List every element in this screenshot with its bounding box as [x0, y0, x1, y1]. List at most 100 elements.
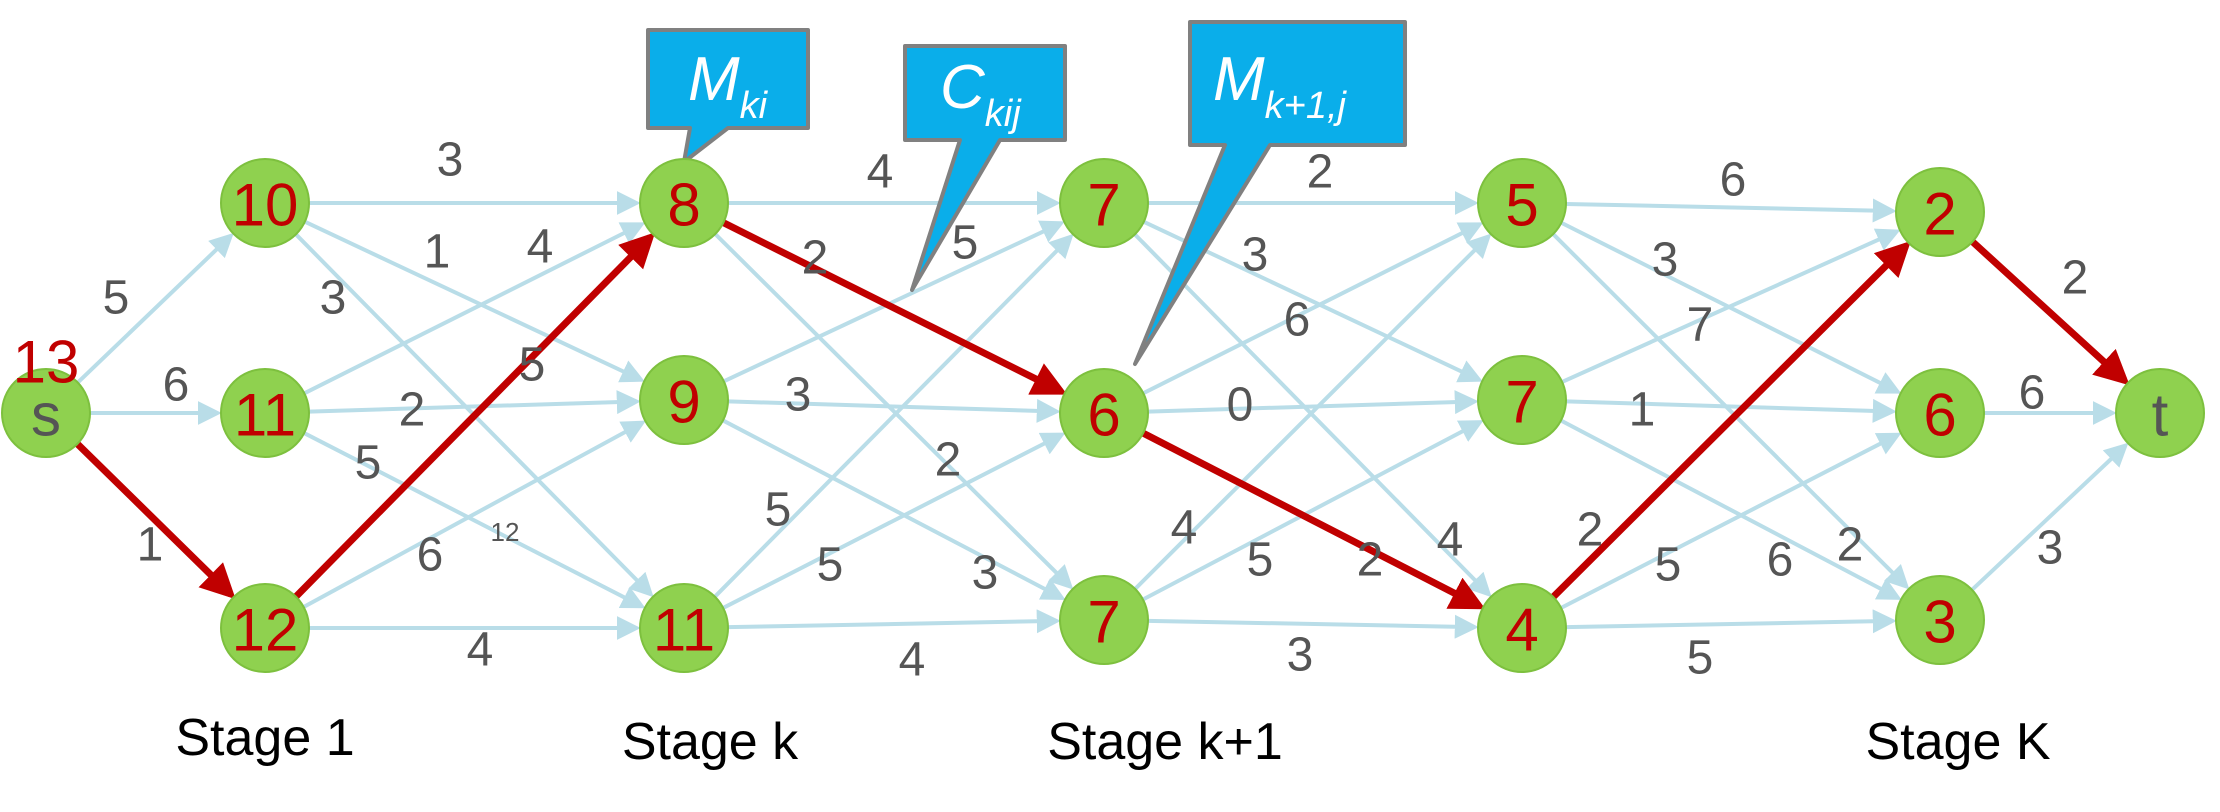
node-b1: 8 [639, 158, 729, 248]
edge-weight-b3-c2: 5 [817, 539, 844, 592]
edge-b3-c1 [713, 233, 1074, 599]
edge-s-a1 [76, 232, 234, 384]
edge-weight-s-a3: 1 [137, 519, 164, 572]
node-label: 7 [1087, 172, 1120, 239]
callout-subscript: k+1,j [1265, 85, 1348, 127]
node-label: 7 [1505, 369, 1538, 436]
node-circle [1477, 583, 1567, 673]
edge-c3-d1 [1133, 233, 1492, 591]
callout-main-symbol: M [688, 45, 740, 114]
callout-layer: Mki Ckij Mk+1,j [646, 20, 1407, 366]
node-e1: 2 [1895, 167, 1985, 257]
node-d3: 4 [1477, 583, 1567, 673]
edge-weight-c2-d1: 6 [1284, 294, 1311, 347]
edge-weight-d3-e3: 5 [1687, 632, 1714, 685]
node-b3: 11 [639, 583, 729, 673]
node-label: 6 [1087, 382, 1120, 449]
node-circle [220, 368, 310, 458]
edge-weight-d2-e2: 1 [1629, 384, 1656, 437]
node-circle [1059, 368, 1149, 458]
node-label: 11 [234, 382, 296, 449]
node-d1: 5 [1477, 158, 1567, 248]
extra-weight-label: 12 [491, 517, 520, 547]
callout-main-symbol: M [1213, 45, 1265, 114]
node-a3: 12 [220, 583, 310, 673]
node-label: 11 [653, 597, 715, 664]
edge-b3-c2 [722, 432, 1066, 610]
edge-weight-s-a1: 5 [103, 272, 130, 325]
edge-weight-c3-d1: 4 [1171, 502, 1198, 555]
node-a2: 11 [220, 368, 310, 458]
node-label: 10 [232, 172, 299, 239]
edge-b1-c2 [721, 219, 1068, 395]
edge-b3-c3 [727, 609, 1061, 634]
node-circle [639, 158, 729, 248]
node-circle [1895, 368, 1985, 458]
edge-weight-d3-e1: 2 [1577, 504, 1604, 557]
edge-weight-a3-b3: 4 [467, 624, 494, 677]
edge-a2-b3 [303, 431, 646, 609]
callout-label: Mk+1,j [1213, 45, 1348, 127]
edge-weight-b2-c1: 5 [952, 217, 979, 270]
node-circle [639, 355, 729, 445]
node-c1: 7 [1059, 158, 1149, 248]
edge-weight-a1-b2: 1 [424, 226, 451, 279]
edge-weight-e1-t: 2 [2062, 252, 2089, 305]
callout-bubble [903, 44, 1067, 292]
node-label: t [2152, 382, 2169, 449]
node-circle [2115, 368, 2205, 458]
node-circle [639, 583, 729, 673]
callout-main-symbol: C [940, 53, 986, 122]
edge-d2-e2 [1565, 398, 1897, 423]
node-label: 6 [1923, 382, 1956, 449]
node-label: 3 [1923, 589, 1956, 656]
edge-d2-e3 [1560, 418, 1902, 600]
edge-weight-c1-d2: 3 [1242, 229, 1269, 282]
edge-weight-d2-e1: 7 [1687, 299, 1714, 352]
edges-layer [76, 191, 2129, 640]
edge-weight-a1-b3: 3 [320, 272, 347, 325]
stage-labels-layer: Stage 1 Stage k Stage k+1 Stage K [175, 709, 2050, 771]
edge-b2-c3 [722, 418, 1066, 600]
node-label: 2 [1923, 181, 1956, 248]
edge-weight-d1-e2: 3 [1652, 234, 1679, 287]
edge-a2-b1 [303, 222, 646, 396]
edge-weight-a3-b1: 5 [519, 339, 546, 392]
edge-e3-t [1970, 442, 2129, 592]
node-label: s [31, 382, 61, 449]
edge-weight-c2-d3: 2 [1357, 534, 1384, 587]
stage-label-1: Stage 1 [175, 709, 354, 767]
edge-b1-c3 [713, 232, 1074, 590]
edge-a3-b1 [293, 232, 656, 600]
edge-c2-d2 [1147, 390, 1479, 415]
edge-d1-e3 [1551, 232, 1910, 590]
edge-weight-a2-b3: 5 [355, 437, 382, 490]
edge-weight-c1-d3: 4 [1437, 514, 1464, 567]
node-label: 7 [1087, 589, 1120, 656]
edge-weight-e2-t: 6 [2019, 367, 2046, 420]
edge-weight-b3-c1: 5 [765, 484, 792, 537]
edge-d2-e1 [1561, 228, 1901, 384]
edge-weight-c1-d1: 2 [1307, 146, 1334, 199]
edge-weight-s-a2: 6 [163, 359, 190, 412]
node-d2: 7 [1477, 355, 1567, 445]
node-circle [1895, 575, 1985, 665]
edge-b2-c1 [722, 220, 1065, 384]
node-e2: 6 [1895, 368, 1985, 458]
callout-3: Mk+1,j [1133, 20, 1407, 366]
edge-weights-layer: 5613134255644225335542346024536327162552… [103, 134, 2089, 687]
edge-weight-b3-c3: 4 [899, 634, 926, 687]
node-circle [1, 368, 91, 458]
node-circle [1059, 575, 1149, 665]
edge-weight-b1-c1: 4 [867, 146, 894, 199]
edge-weight-b2-c2: 3 [785, 369, 812, 422]
callout-bubble [646, 28, 810, 164]
stage-label-3: Stage k+1 [1047, 713, 1283, 771]
highlighted-path-layer [74, 219, 2130, 610]
callout-label: Mki [688, 45, 769, 127]
edge-b2-c2 [727, 398, 1061, 423]
node-label: 8 [667, 172, 700, 239]
edge-s-a3 [74, 441, 236, 600]
node-e3: 3 [1895, 575, 1985, 665]
